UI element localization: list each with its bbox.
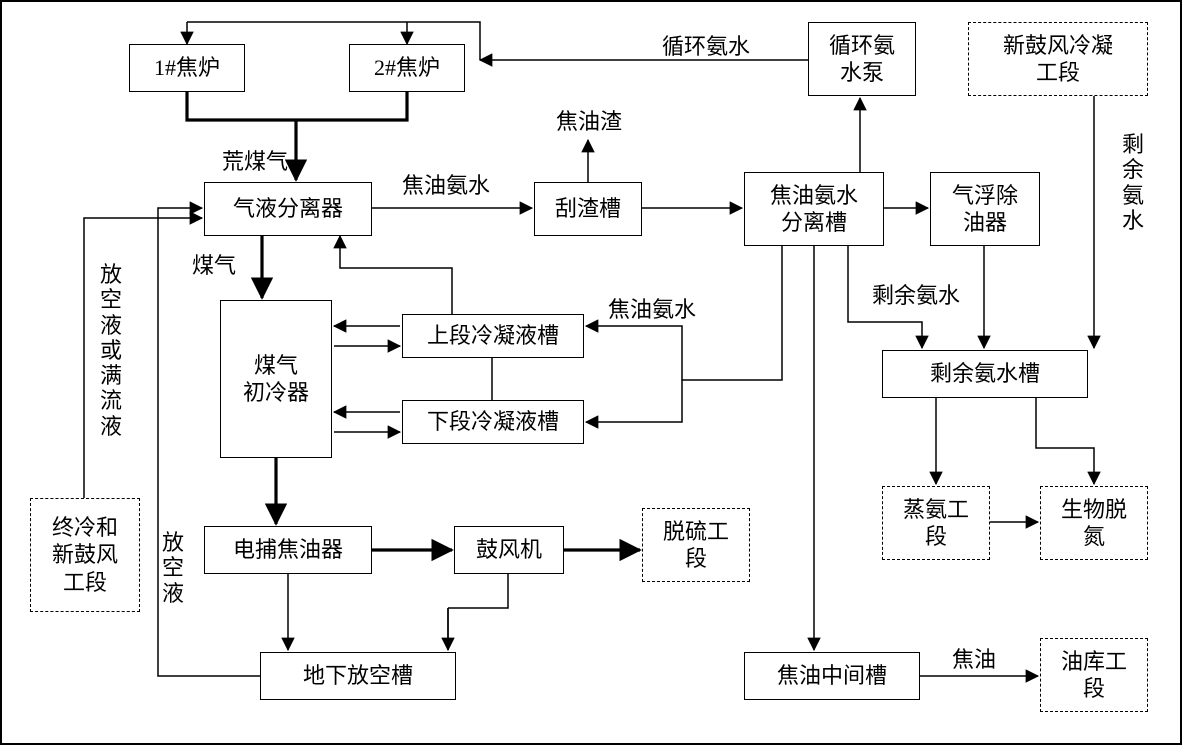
node-label: 循环氨水泵 — [829, 32, 895, 87]
node-furnace1: 1#焦炉 — [129, 44, 245, 92]
node-bioDeN: 生物脱氮 — [1040, 486, 1148, 560]
label-gas: 煤气 — [192, 254, 236, 278]
node-label: 蒸氨工段 — [903, 496, 969, 551]
node-newblow: 新鼓风冷凝工段 — [968, 22, 1148, 96]
node-label: 1#焦炉 — [154, 54, 220, 82]
node-label: 地下放空槽 — [303, 662, 413, 690]
node-label: 鼓风机 — [476, 536, 542, 564]
label-ventLiq2: 放空液 — [162, 530, 184, 606]
node-midTarTank: 焦油中间槽 — [744, 652, 920, 700]
node-label: 终冷和新鼓风工段 — [52, 514, 118, 597]
node-lowerCond: 下段冷凝液槽 — [402, 400, 584, 444]
label-tarOil: 焦油 — [952, 648, 996, 672]
label-tarNH3-1: 焦油氨水 — [402, 174, 490, 198]
node-label: 气浮除油器 — [952, 182, 1018, 237]
label-ventLiq: 放空液或满流液 — [100, 262, 122, 439]
node-label: 油库工段 — [1061, 648, 1127, 703]
node-tankTA: 焦油氨水分离槽 — [744, 172, 884, 246]
label-tarNH3-2: 焦油氨水 — [608, 298, 696, 322]
node-label: 电捕焦油器 — [233, 536, 343, 564]
node-steamNH3: 蒸氨工段 — [882, 486, 990, 560]
node-finalCool: 终冷和新鼓风工段 — [30, 498, 140, 612]
label-residNH3: 剩余氨水 — [872, 284, 960, 308]
node-label: 生物脱氮 — [1061, 496, 1127, 551]
node-scrape: 刮渣槽 — [534, 182, 642, 236]
node-oilDepot: 油库工段 — [1040, 638, 1148, 712]
node-blower: 鼓风机 — [454, 526, 564, 574]
node-underTank: 地下放空槽 — [260, 652, 456, 700]
node-etar: 电捕焦油器 — [204, 526, 372, 574]
node-label: 下段冷凝液槽 — [427, 408, 559, 436]
node-label: 2#焦炉 — [374, 54, 440, 82]
node-label: 气液分离器 — [233, 195, 343, 223]
node-label: 煤气初冷器 — [243, 352, 309, 407]
node-residualTank: 剩余氨水槽 — [882, 350, 1088, 398]
node-label: 新鼓风冷凝工段 — [1003, 32, 1113, 87]
node-label: 焦油中间槽 — [777, 662, 887, 690]
node-label: 上段冷凝液槽 — [427, 322, 559, 350]
node-label: 刮渣槽 — [555, 195, 621, 223]
label-residNH3v: 剩余氨水 — [1122, 132, 1144, 233]
node-pump: 循环氨水泵 — [808, 22, 916, 96]
node-floatOil: 气浮除油器 — [930, 172, 1040, 246]
node-cooler: 煤气初冷器 — [220, 300, 332, 458]
label-circNH3: 循环氨水 — [662, 35, 750, 59]
node-upperCond: 上段冷凝液槽 — [402, 314, 584, 358]
node-desulf: 脱硫工段 — [642, 508, 750, 582]
node-label: 脱硫工段 — [663, 518, 729, 573]
label-tarSlag: 焦油渣 — [556, 110, 622, 134]
node-label: 焦油氨水分离槽 — [770, 182, 858, 237]
diagram-canvas: 1#焦炉 2#焦炉 循环氨水泵 新鼓风冷凝工段 气液分离器 刮渣槽 焦油氨水分离… — [0, 0, 1182, 745]
node-furnace2: 2#焦炉 — [349, 44, 465, 92]
node-separator: 气液分离器 — [204, 182, 372, 236]
label-rawGas: 荒煤气 — [222, 150, 288, 174]
node-label: 剩余氨水槽 — [930, 360, 1040, 388]
